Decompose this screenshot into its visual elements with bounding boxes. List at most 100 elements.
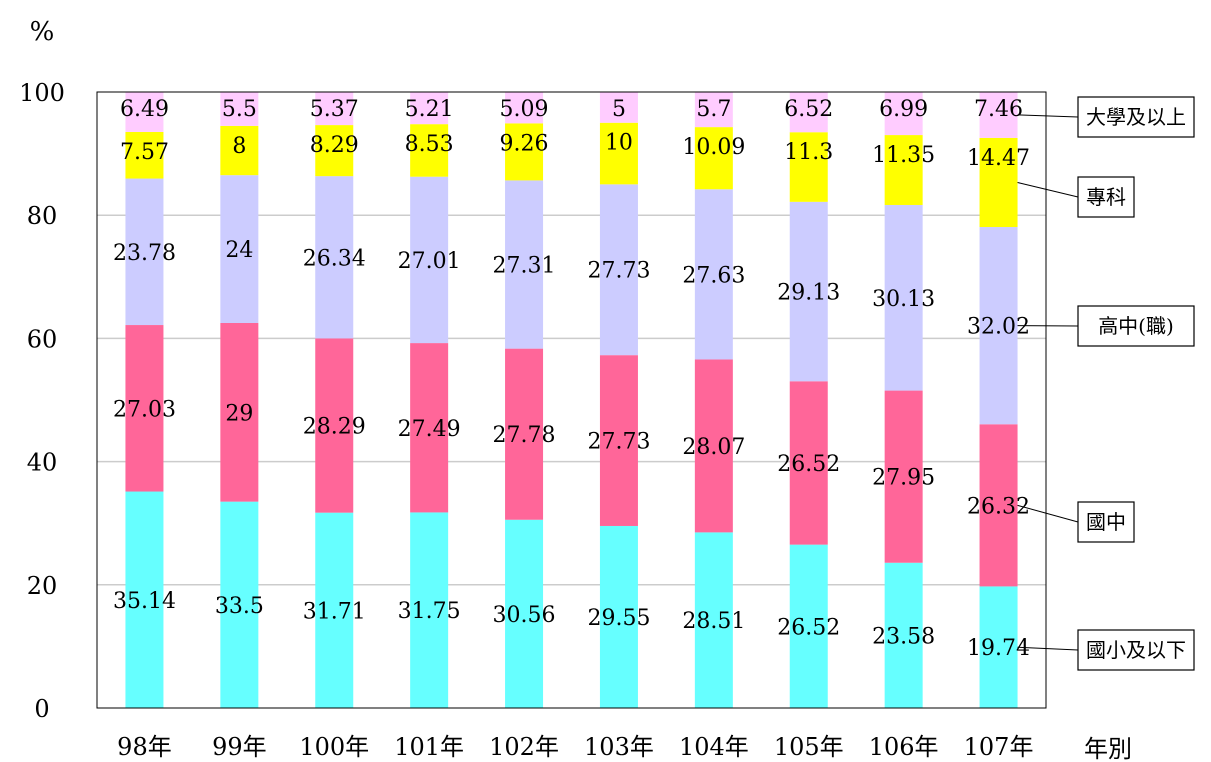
data-label: 29.13 [777, 281, 840, 306]
bar-segment [125, 325, 164, 492]
data-label: 8 [232, 134, 246, 159]
bar-segment [410, 92, 449, 125]
bar-segment [220, 323, 259, 502]
bar-segment [694, 532, 733, 708]
data-label: 32.02 [967, 315, 1030, 340]
data-label: 33.5 [215, 594, 264, 619]
legend-box [1077, 629, 1195, 671]
x-tick-label: 102年 [489, 733, 559, 761]
legend-label: 國中 [1086, 510, 1126, 534]
data-label: 5.5 [222, 97, 257, 122]
data-label: 5.09 [500, 97, 549, 122]
data-label: 27.78 [493, 423, 556, 448]
bar-segment [315, 92, 354, 126]
x-tick-label: 101年 [394, 733, 464, 761]
legend-leader-line [1017, 114, 1079, 118]
bar-segment [599, 91, 638, 123]
data-label: 28.29 [303, 415, 366, 440]
data-label: 8.29 [310, 133, 359, 158]
bar-segment [599, 184, 638, 356]
bar-segment [125, 91, 164, 132]
legend-box [1077, 96, 1195, 138]
y-tick-label: 100 [19, 79, 65, 107]
legend-label: 專科 [1086, 185, 1126, 209]
data-label: 5.37 [310, 97, 359, 122]
data-label: 14.47 [967, 146, 1030, 171]
data-label: 28.51 [682, 609, 745, 634]
data-label: 8.53 [405, 132, 454, 157]
x-tick-label: 100年 [299, 733, 369, 761]
bar-segment [410, 124, 449, 177]
bar-segment [694, 189, 733, 360]
bar-segment [220, 92, 259, 126]
bar-segment [599, 355, 638, 526]
data-label: 27.95 [872, 466, 935, 491]
bar-segment [220, 501, 259, 708]
bar-segment [315, 125, 354, 177]
bar-segment [789, 132, 828, 202]
bar-segment [505, 123, 544, 181]
bar-segment [979, 91, 1018, 138]
bar-segment [599, 122, 638, 185]
bar-segment [315, 338, 354, 513]
data-label: 30.56 [493, 603, 556, 628]
bar-segment [884, 390, 923, 563]
bar-segment [125, 131, 164, 179]
bar-segment [315, 176, 354, 339]
x-tick-label: 99年 [212, 733, 267, 761]
bar-segment [694, 127, 733, 190]
data-label: 26.32 [967, 494, 1030, 519]
legend-label: 國小及以下 [1086, 638, 1186, 662]
x-tick-label: 105年 [774, 733, 844, 761]
y-tick-label: 60 [27, 325, 58, 353]
data-label: 11.35 [872, 143, 935, 168]
data-label: 11.3 [784, 140, 833, 165]
data-label: 10.09 [682, 135, 745, 160]
y-tick-label: 40 [27, 449, 58, 477]
data-label: 27.73 [587, 430, 650, 455]
bar-segment [410, 512, 449, 708]
data-label: 27.31 [493, 254, 556, 279]
x-axis-label: 年別 [1084, 735, 1132, 762]
bar-segment [884, 204, 923, 391]
data-label: 31.71 [303, 599, 366, 624]
data-label: 5.7 [696, 97, 731, 122]
bar-segment [599, 525, 638, 708]
data-label: 27.49 [398, 417, 461, 442]
data-label: 30.13 [872, 287, 935, 312]
data-label: 31.75 [398, 599, 461, 624]
data-label: 23.78 [113, 241, 176, 266]
data-label: 6.52 [784, 97, 833, 122]
bar-segment [884, 562, 923, 708]
y-tick-label: 20 [27, 572, 58, 600]
data-label: 26.52 [777, 615, 840, 640]
bar-segment [884, 135, 923, 205]
data-label: 27.01 [398, 249, 461, 274]
legend-box [1077, 305, 1195, 347]
bar-segment [789, 544, 828, 708]
bar-segment [789, 381, 828, 545]
bar-segment [789, 92, 828, 133]
data-label: 5 [612, 97, 626, 122]
bar-segment [884, 92, 923, 136]
data-label: 28.07 [682, 435, 745, 460]
legend-leader-line [1017, 504, 1079, 523]
bar-segment [505, 92, 544, 124]
bar-segment [410, 343, 449, 513]
plot-frame [96, 91, 1047, 709]
bar-segment [505, 180, 544, 349]
legend-label: 大學及以上 [1086, 105, 1186, 129]
data-label: 26.52 [777, 452, 840, 477]
bar-segment [694, 359, 733, 533]
y-tick-label: 80 [27, 202, 58, 230]
bar-segment [505, 348, 544, 520]
bar-segment [694, 92, 733, 128]
y-tick-label: 0 [34, 695, 49, 723]
bar-segment [979, 137, 1018, 228]
data-label: 23.58 [872, 624, 935, 649]
legend-leader-line [1017, 646, 1079, 651]
data-label: 6.49 [120, 97, 169, 122]
bar-segment [125, 178, 164, 326]
data-label: 9.26 [500, 131, 549, 156]
